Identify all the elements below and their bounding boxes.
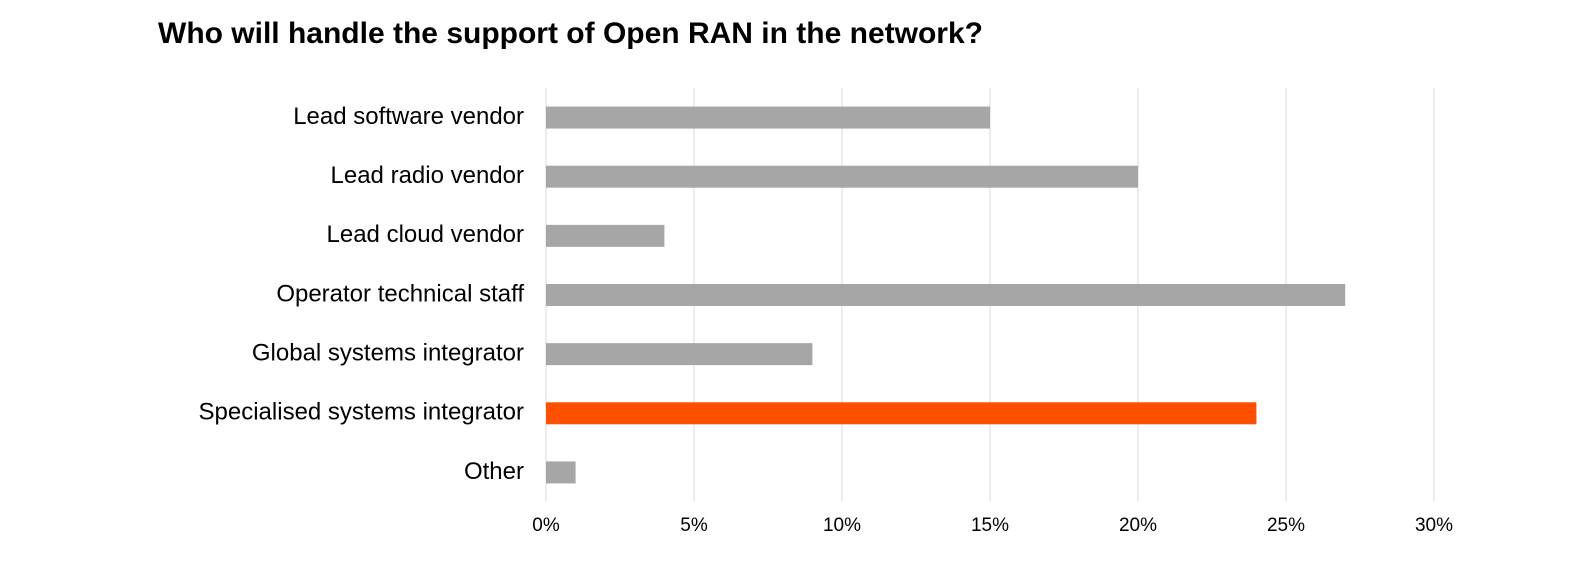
y-tick-label: Other [464,458,524,485]
x-tick-label: 5% [680,515,708,536]
bar [546,106,990,129]
chart-title: Who will handle the support of Open RAN … [158,17,983,50]
bar [546,165,1138,188]
x-tick-label: 15% [971,515,1009,536]
bar [546,402,1257,425]
y-tick-label: Lead software vendor [293,103,524,130]
bar [546,224,665,247]
y-tick-label: Operator technical staff [276,280,524,307]
x-tick-label: 25% [1267,515,1305,536]
x-tick-label: 20% [1119,515,1157,536]
bar [546,343,813,366]
y-tick-label: Global systems integrator [252,339,524,366]
y-tick-label: Specialised systems integrator [199,399,524,426]
y-tick-label: Lead cloud vendor [327,221,524,248]
bar [546,461,576,484]
x-tick-label: 0% [532,515,560,536]
bar [546,284,1346,306]
x-tick-label: 10% [823,515,861,536]
x-tick-label: 30% [1415,515,1453,536]
y-tick-label: Lead radio vendor [331,162,524,189]
